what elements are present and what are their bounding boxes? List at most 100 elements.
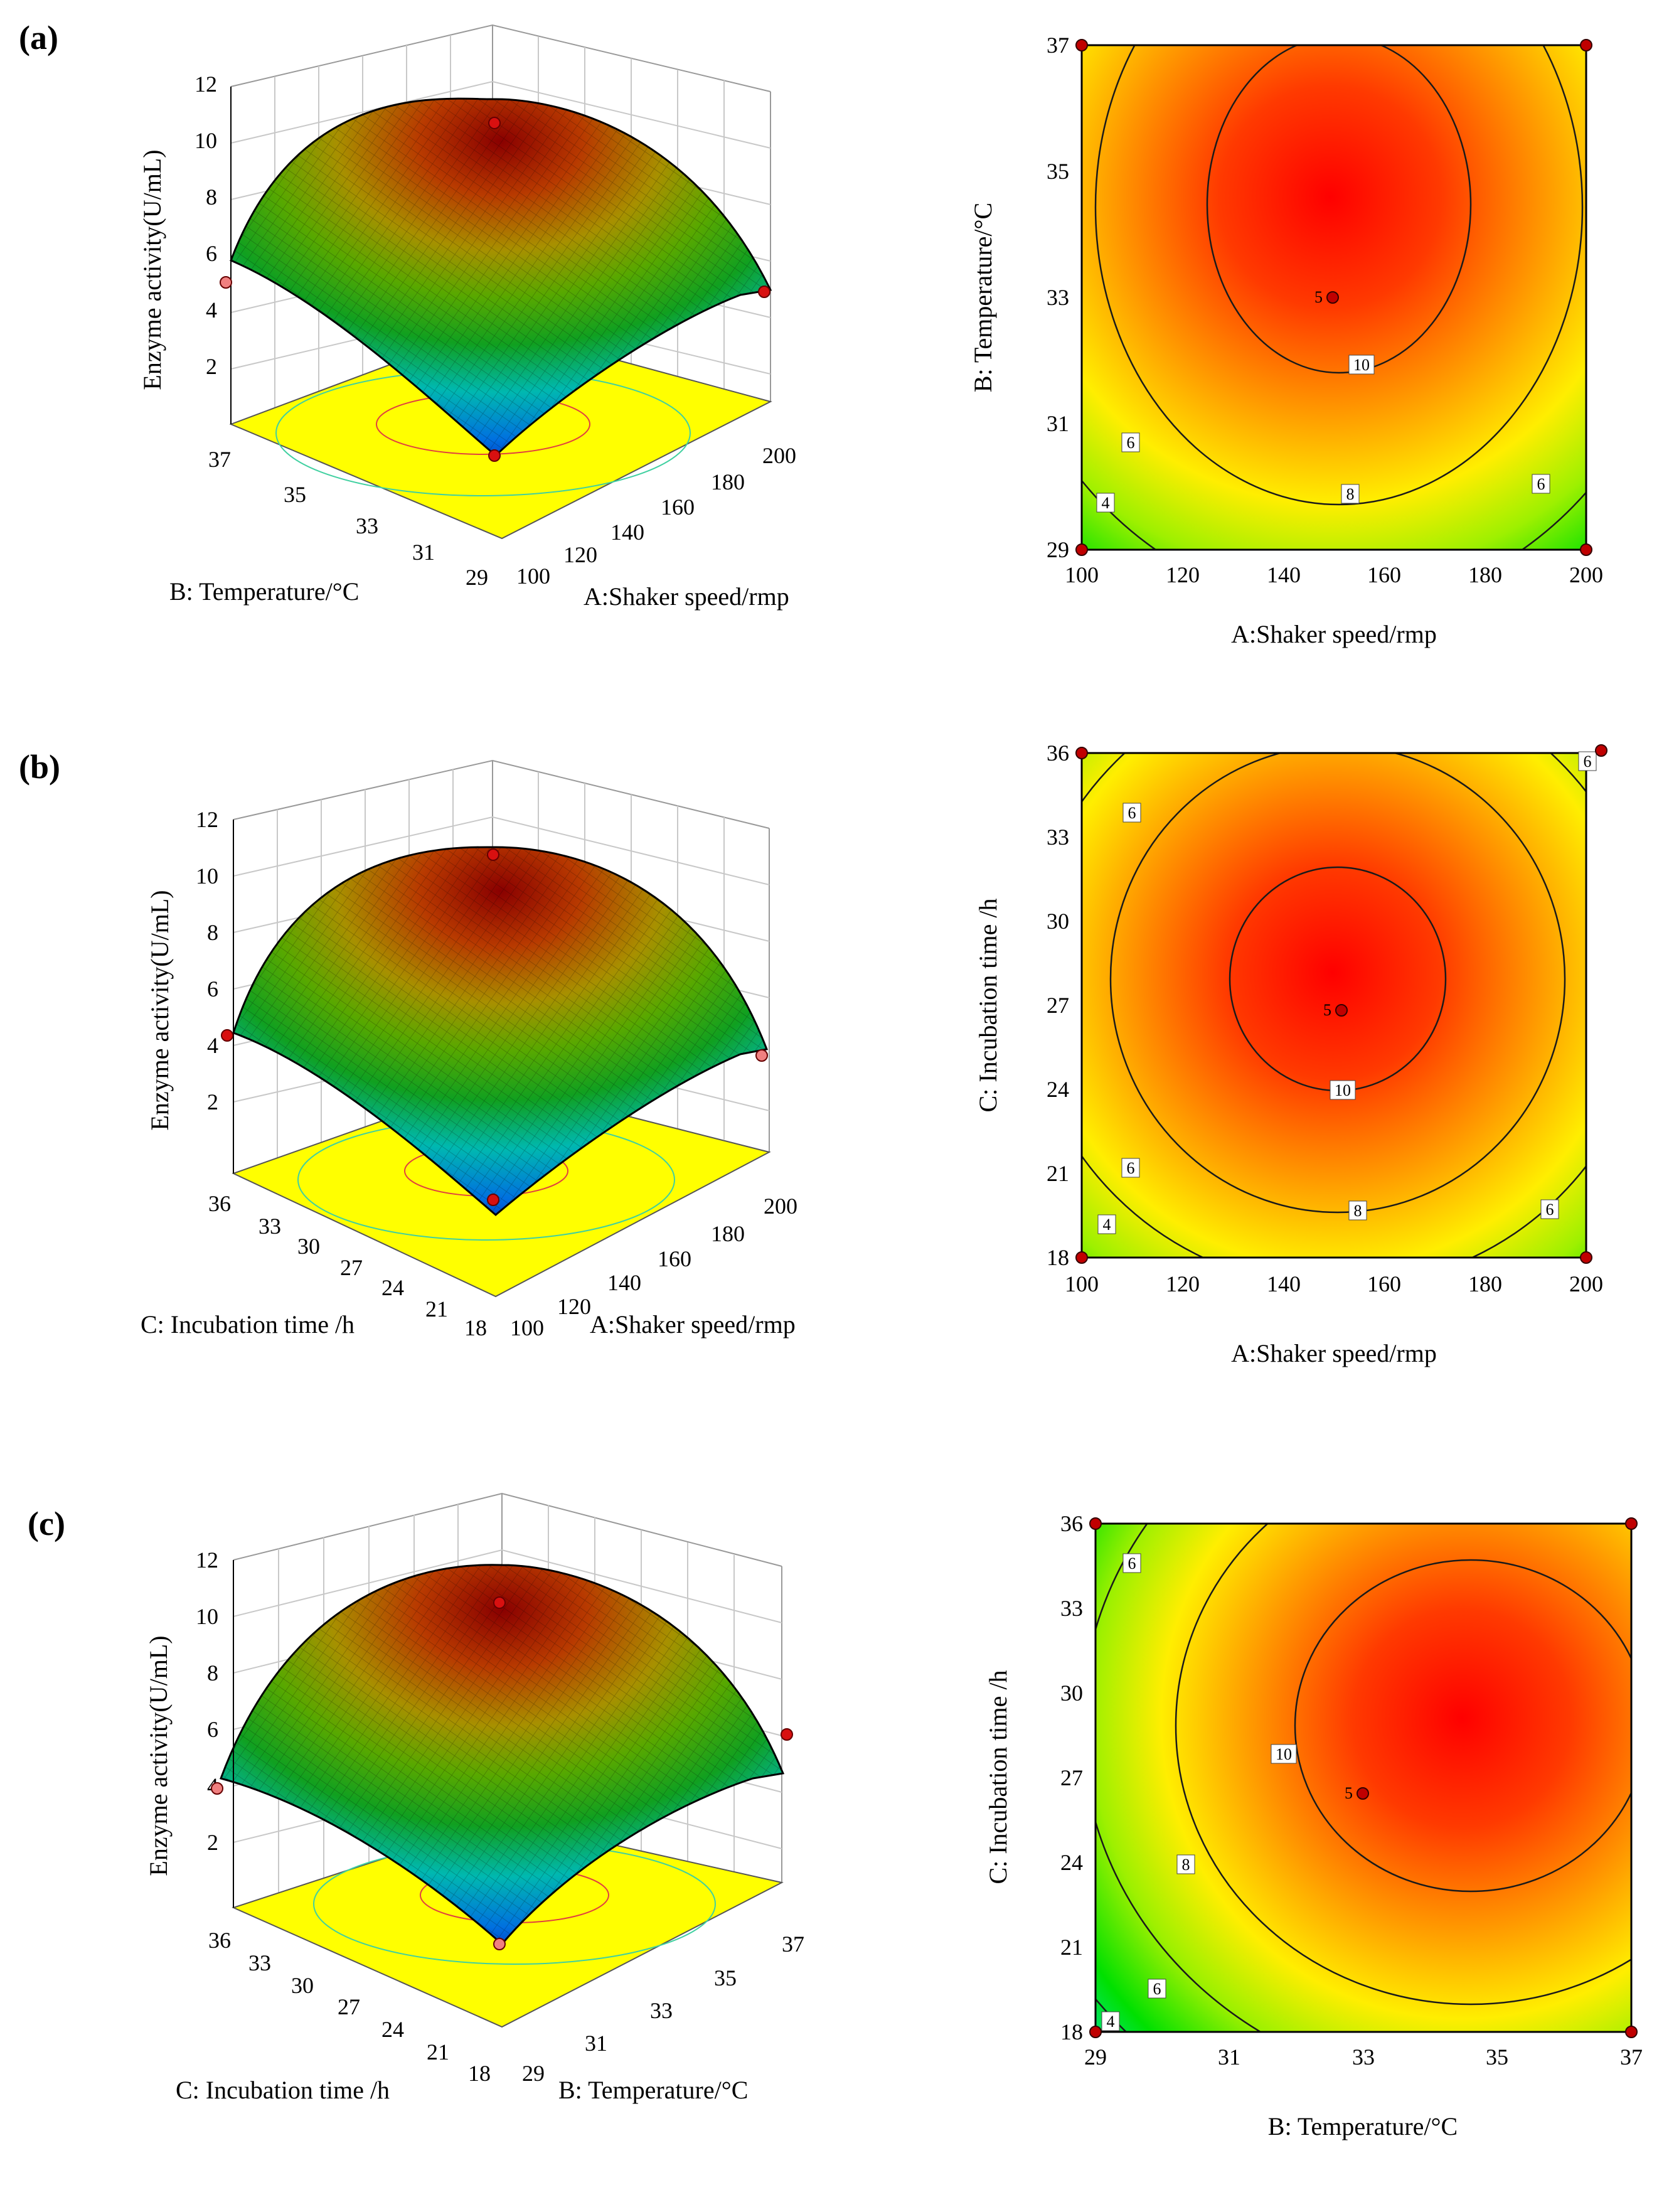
x-tick: 120 [1166,1271,1200,1296]
x-tick: 37 [1620,2044,1643,2070]
y-tick: 36 [1060,1511,1083,1536]
contour-plot-c: 10 8 6 6 4 5 18 21 24 27 30 3 [984,1511,1643,2140]
contour-x-axis-title: B: Temperature/°C [1268,2112,1458,2140]
center-point [1357,1787,1369,1800]
y-tick: 33 [248,1950,271,1975]
z-ticks: 12 10 8 6 4 2 [195,72,217,379]
contour-label: 8 [1182,1856,1190,1874]
z-tick: 8 [207,920,218,945]
y-ticks: 37 35 33 31 29 [208,447,488,590]
design-point [487,848,499,861]
surface-plot-b: 12 10 8 6 4 2 Enzyme activity(U/mL) 36 3… [141,759,797,1340]
y-ticks: 18 21 24 27 30 33 36 [1047,740,1069,1270]
z-tick: 2 [207,1830,218,1855]
contour-labels: 10 8 6 6 6 6 4 [1097,751,1597,1234]
x-ticks: 100 120 140 160 180 200 [1065,1271,1603,1296]
y-tick: 31 [1047,411,1069,436]
surface-mesh-lines [221,1564,783,1944]
y-tick: 21 [427,2039,449,2065]
contour-label: 4 [1107,2012,1115,2031]
panel-label-b: (b) [19,748,60,786]
corner-point [1075,1251,1088,1264]
z-tick: 6 [206,241,217,266]
surface-y-axis-title: C: Incubation time /h [141,1310,355,1338]
panel-a: (a) 12 10 8 6 4 2 Enzyme activity(U/mL [19,19,1603,648]
corner-point [1089,1517,1102,1530]
x-tick: 160 [658,1246,691,1271]
panel-b: (b) 12 10 8 6 4 2 Enzyme activity(U/mL) [19,740,1607,1367]
z-tick: 4 [206,297,217,323]
contour-label: 10 [1353,356,1370,374]
x-tick: 100 [510,1315,544,1340]
corner-point [1595,744,1607,757]
y-tick: 36 [208,1191,231,1216]
contour-label: 8 [1346,485,1355,503]
x-tick: 35 [714,1965,737,1990]
y-tick: 33 [1047,825,1069,850]
design-point [488,117,501,129]
contour-label: 4 [1103,1216,1111,1234]
z-tick: 4 [207,1033,218,1058]
x-tick: 140 [607,1270,641,1295]
corner-point [1580,1251,1592,1264]
contour-lines [1082,45,1586,550]
y-ticks: 36 33 30 27 24 21 18 [208,1928,491,2086]
x-tick: 200 [1569,562,1603,587]
center-point-label: 5 [1345,1784,1353,1802]
contour-labels: 10 8 6 6 4 [1101,1553,1297,2031]
x-tick: 180 [1468,562,1502,587]
contour-line-10 [1206,45,1472,374]
y-tick: 27 [1060,1765,1083,1790]
surface-y-axis-title: C: Incubation time /h [176,2076,390,2104]
design-point [758,286,770,298]
design-point [781,1728,793,1741]
contour-label: 10 [1335,1081,1351,1099]
x-ticks: 100 120 140 160 180 200 [516,443,796,589]
corner-point [1075,747,1088,759]
contour-y-axis-title: C: Incubation time /h [984,1670,1012,1884]
y-tick: 21 [1047,1161,1069,1186]
contour-line-10 [1294,1559,1631,1893]
center-point [1326,291,1339,304]
x-tick: 33 [1352,2044,1375,2070]
x-tick: 200 [762,443,796,468]
y-tick: 29 [1047,537,1069,562]
contour-line-8 [1109,753,1566,1214]
contour-label: 6 [1127,1159,1135,1177]
z-axis-title: Enzyme activity(U/mL) [146,890,174,1130]
x-tick: 31 [585,2031,607,2056]
z-tick: 12 [196,1547,218,1573]
x-tick: 29 [1084,2044,1107,2070]
x-ticks: 29 31 33 35 37 [522,1931,804,2086]
z-ticks: 12 10 8 6 4 2 [196,807,218,1114]
center-point-label: 5 [1314,288,1323,306]
contour-y-axis-title: C: Incubation time /h [974,898,1002,1112]
contour-lines [1096,1524,1631,2032]
x-ticks: 100 120 140 160 180 200 [1065,562,1603,587]
z-tick: 10 [196,1604,218,1629]
surface-plot-c: 12 10 8 6 4 2 Enzyme activity(U/mL) 36 3… [144,1492,804,2104]
design-point [221,1029,233,1042]
x-tick: 200 [1569,1271,1603,1296]
y-tick: 33 [1047,285,1069,310]
corner-point [1625,2026,1638,2038]
contour-label: 6 [1584,752,1592,771]
x-tick: 180 [711,1221,745,1246]
x-ticks: 100 120 140 160 180 200 [510,1194,797,1340]
x-tick: 160 [1367,1271,1401,1296]
z-tick: 10 [196,863,218,889]
contour-plot-a: 10 8 6 6 4 5 29 31 33 35 37 [969,33,1603,648]
design-point [493,1596,506,1609]
contour-labels: 10 8 6 6 4 [1096,355,1550,513]
contour-label: 4 [1102,494,1110,512]
corner-point [1625,1517,1638,1530]
z-tick: 6 [207,1717,218,1742]
contour-label: 6 [1546,1200,1554,1219]
y-tick: 27 [340,1255,363,1280]
contour-label: 6 [1537,475,1545,493]
design-point [493,1938,506,1950]
contour-label: 8 [1354,1202,1362,1220]
y-tick: 37 [1047,33,1069,58]
surface-y-axis-title: B: Temperature/°C [169,577,359,606]
x-tick: 100 [516,564,550,589]
